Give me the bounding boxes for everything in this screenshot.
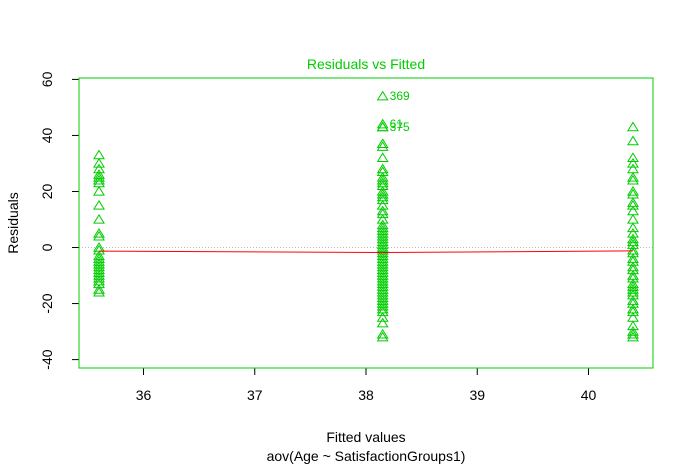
residual-point xyxy=(376,174,389,185)
y-tick-label: 60 xyxy=(39,71,55,87)
residual-point xyxy=(93,230,105,241)
smooth-line xyxy=(99,250,633,254)
plot-frame xyxy=(78,77,654,369)
x-tick-label: 37 xyxy=(247,387,263,403)
residual-point xyxy=(376,188,389,199)
residual-point xyxy=(376,121,389,132)
residual-point xyxy=(627,306,639,317)
residual-point xyxy=(376,152,389,163)
y-tick-label: -40 xyxy=(39,349,55,369)
chart-subtitle: aov(Age ~ SatisfactionGroups1) xyxy=(267,448,466,464)
residual-point xyxy=(376,208,389,219)
residual-point xyxy=(93,174,105,185)
residual-point xyxy=(627,152,639,163)
x-tick-label: 36 xyxy=(136,387,152,403)
y-axis-label: Residuals xyxy=(5,192,21,253)
residual-point xyxy=(627,199,639,210)
residual-point xyxy=(93,283,105,294)
residual-point xyxy=(93,199,105,210)
chart-title: Residuals vs Fitted xyxy=(307,56,425,72)
residual-point xyxy=(376,317,389,328)
x-tick-label: 38 xyxy=(358,387,374,403)
residual-point xyxy=(627,326,639,336)
residual-point xyxy=(627,328,639,339)
residual-point xyxy=(627,331,639,342)
residual-point xyxy=(376,300,389,311)
residual-point xyxy=(627,185,639,196)
x-axis-label: Fitted values xyxy=(326,429,405,445)
point-annotation: 369 xyxy=(390,89,410,103)
residual-point xyxy=(376,306,389,317)
residual-point xyxy=(376,118,389,129)
y-tick-label: 0 xyxy=(39,243,55,251)
residual-point xyxy=(627,157,639,168)
smooth-line-layer xyxy=(99,250,633,254)
x-tick-label: 39 xyxy=(469,387,485,403)
points-layer xyxy=(93,90,639,342)
residual-point xyxy=(627,222,639,233)
y-tick-label: 20 xyxy=(39,183,55,199)
residual-point xyxy=(376,312,389,322)
residual-point xyxy=(376,90,389,101)
residual-point xyxy=(376,138,389,149)
residual-point xyxy=(93,185,105,196)
residual-point xyxy=(376,194,389,205)
y-tick-label: -20 xyxy=(39,293,55,313)
residual-point xyxy=(627,283,639,294)
residual-point xyxy=(376,328,389,339)
residual-point xyxy=(376,141,389,151)
residual-point xyxy=(93,213,105,224)
residual-point xyxy=(627,121,639,132)
x-tick-label: 40 xyxy=(581,387,597,403)
point-annotation: 375 xyxy=(390,120,410,134)
residual-point xyxy=(93,157,105,168)
residual-point xyxy=(627,233,639,244)
residual-point xyxy=(627,174,639,185)
point-annotation: 61 xyxy=(390,117,404,131)
residual-point xyxy=(93,272,105,283)
y-tick-label: 40 xyxy=(39,127,55,143)
residual-point xyxy=(93,171,105,182)
residual-point xyxy=(93,286,105,297)
residual-point xyxy=(627,171,639,182)
residual-point xyxy=(93,227,105,238)
residual-point xyxy=(376,331,389,342)
residual-point xyxy=(627,135,639,146)
